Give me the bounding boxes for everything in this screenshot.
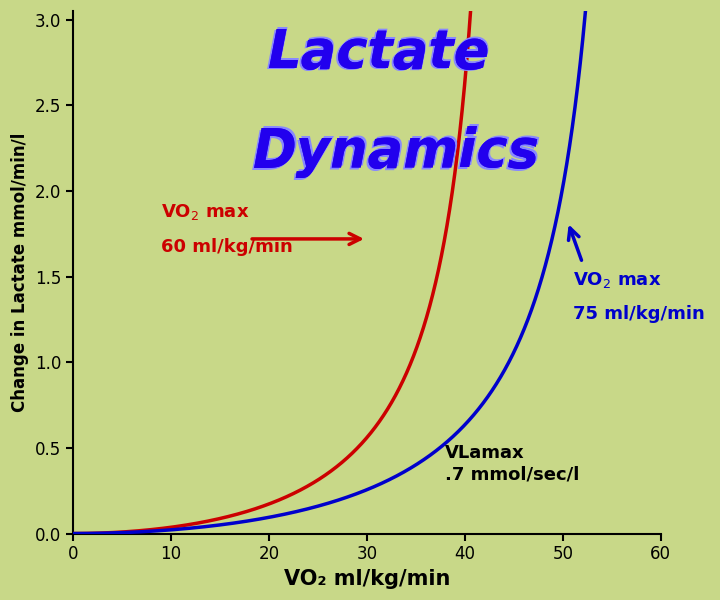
Text: Dynamics: Dynamics (254, 124, 541, 176)
Text: VLamax
.7 mmol/sec/l: VLamax .7 mmol/sec/l (445, 445, 580, 483)
Text: 60 ml/kg/min: 60 ml/kg/min (161, 238, 293, 256)
Text: Lactate: Lactate (269, 25, 492, 77)
Text: 75 ml/kg/min: 75 ml/kg/min (572, 305, 704, 323)
Text: Dynamics: Dynamics (253, 126, 540, 178)
Text: VO$_2$ max: VO$_2$ max (572, 271, 661, 290)
Text: Lactate: Lactate (266, 28, 488, 80)
Text: Lactate: Lactate (267, 27, 490, 79)
Text: Dynamics: Dynamics (251, 128, 538, 179)
X-axis label: VO₂ ml/kg/min: VO₂ ml/kg/min (284, 569, 450, 589)
Text: VO$_2$ max: VO$_2$ max (161, 202, 250, 222)
Text: Dynamics: Dynamics (253, 126, 540, 178)
Y-axis label: Change in Lactate mmol/min/l: Change in Lactate mmol/min/l (11, 133, 29, 412)
Text: Lactate: Lactate (267, 27, 490, 79)
